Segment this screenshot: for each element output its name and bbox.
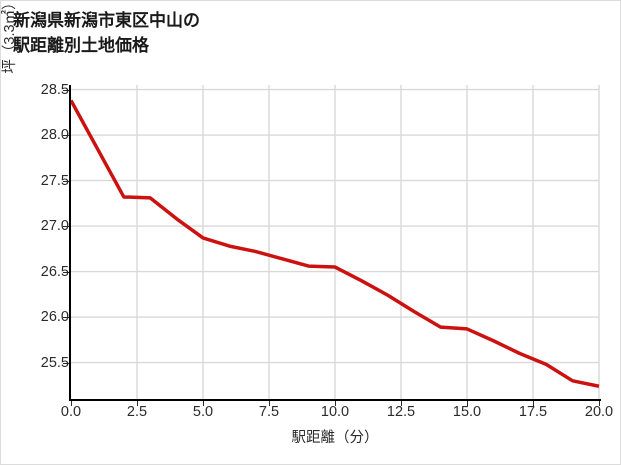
y-tick-mark [63, 135, 69, 137]
x-tick-label: 20.0 [584, 404, 614, 420]
y-tick-mark [63, 317, 69, 319]
y-tick-label: 27.5 [40, 172, 69, 189]
x-axis-line [69, 399, 601, 401]
y-tick-mark [63, 180, 69, 182]
y-tick-mark [63, 89, 69, 91]
plot-area [69, 85, 600, 399]
x-tick-label: 10.0 [320, 404, 350, 420]
data-series-group [69, 99, 600, 388]
y-axis-label: 坪（3.3㎡）単価（万円） [0, 0, 19, 101]
y-tick-mark [63, 226, 69, 228]
y-tick-label: 26.0 [40, 309, 69, 326]
x-tick-mark [335, 401, 336, 406]
page-title: 新潟県新潟市東区中山の 駅距離別土地価格 [13, 11, 200, 55]
y-tick-mark [63, 271, 69, 273]
y-tick-label: 25.5 [40, 354, 69, 371]
y-tick-mark [63, 362, 69, 364]
x-tick-mark [137, 401, 138, 406]
x-tick-label: 15.0 [452, 404, 482, 420]
y-tick-label: 28.5 [40, 81, 69, 98]
x-tick-label: 7.5 [258, 404, 280, 420]
x-tick-label: 5.0 [192, 404, 214, 420]
x-tick-mark [467, 401, 468, 406]
x-tick-mark [533, 401, 534, 406]
x-tick-label: 2.5 [126, 404, 148, 420]
gridlines [71, 85, 600, 399]
x-tick-mark [599, 401, 600, 406]
x-tick-label: 17.5 [518, 404, 548, 420]
x-tick-label: 0.0 [60, 404, 82, 420]
x-tick-mark [401, 401, 402, 406]
y-tick-label: 27.0 [40, 218, 69, 235]
plot-svg [69, 85, 600, 399]
y-tick-label: 26.5 [40, 263, 69, 280]
y-axis-line [69, 85, 71, 399]
y-tick-label: 28.0 [40, 127, 69, 144]
line-series [69, 99, 600, 388]
x-tick-mark [203, 401, 204, 406]
x-tick-mark [269, 401, 270, 406]
x-axis-label: 駅距離（分） [291, 430, 379, 446]
x-tick-mark [71, 401, 72, 406]
x-tick-label: 12.5 [386, 404, 416, 420]
